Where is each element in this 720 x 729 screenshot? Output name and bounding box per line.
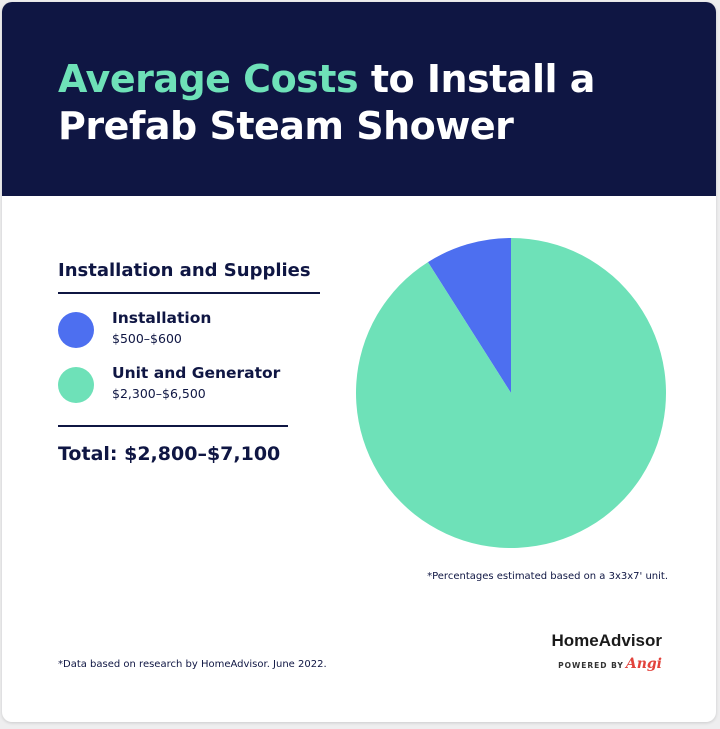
infographic-card: Average Costs to Install a Prefab Steam …	[2, 2, 716, 722]
legend-item-installation: Installation $500–$600	[58, 309, 318, 349]
brand-logo: HomeAdvisor POWERED BY Angi	[482, 630, 662, 672]
legend-range-unit-generator: $2,300–$6,500	[112, 386, 206, 401]
legend-divider-top	[58, 292, 320, 294]
title-accent: Average Costs	[58, 57, 359, 101]
legend-swatch-unit-generator	[58, 367, 94, 403]
title-banner: Average Costs to Install a Prefab Steam …	[2, 2, 716, 196]
legend-label-installation: Installation	[112, 309, 212, 327]
legend-swatch-installation	[58, 312, 94, 348]
pie-slice-unit-and-generator	[356, 238, 666, 548]
brand-name: HomeAdvisor	[551, 631, 662, 650]
pie-chart	[356, 238, 666, 548]
brand-powered-by: POWERED BY Angi	[482, 656, 662, 672]
data-source-footnote: *Data based on research by HomeAdvisor. …	[58, 659, 327, 670]
legend-range-installation: $500–$600	[112, 331, 182, 346]
angi-logo: Angi	[625, 656, 662, 672]
total-cost: Total: $2,800–$7,100	[58, 443, 281, 465]
page-title: Average Costs to Install a Prefab Steam …	[58, 56, 698, 150]
legend-divider-bottom	[58, 425, 288, 427]
pie-slice-installation	[427, 238, 511, 393]
title-line2: Prefab Steam Shower	[58, 104, 514, 148]
legend-label-unit-generator: Unit and Generator	[112, 364, 281, 382]
legend-heading: Installation and Supplies	[58, 260, 311, 281]
legend-item-unit-generator: Unit and Generator $2,300–$6,500	[58, 364, 318, 404]
title-rest: to Install a	[358, 57, 596, 101]
powered-by-label: POWERED BY	[558, 661, 624, 670]
percentages-footnote: *Percentages estimated based on a 3x3x7'…	[427, 571, 668, 582]
